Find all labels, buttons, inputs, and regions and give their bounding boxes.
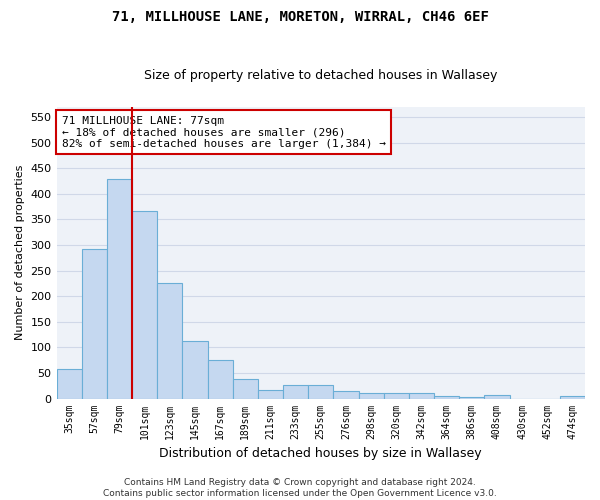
Text: 71 MILLHOUSE LANE: 77sqm
← 18% of detached houses are smaller (296)
82% of semi-: 71 MILLHOUSE LANE: 77sqm ← 18% of detach… <box>62 116 386 148</box>
Bar <box>208 360 233 399</box>
Bar <box>182 340 208 398</box>
Text: Contains HM Land Registry data © Crown copyright and database right 2024.
Contai: Contains HM Land Registry data © Crown c… <box>103 478 497 498</box>
Text: 71, MILLHOUSE LANE, MORETON, WIRRAL, CH46 6EF: 71, MILLHOUSE LANE, MORETON, WIRRAL, CH4… <box>112 10 488 24</box>
Bar <box>560 396 585 398</box>
Y-axis label: Number of detached properties: Number of detached properties <box>15 165 25 340</box>
Bar <box>434 396 459 398</box>
Bar <box>334 391 359 398</box>
Bar <box>308 384 334 398</box>
Bar <box>484 396 509 398</box>
Bar <box>383 394 409 398</box>
Title: Size of property relative to detached houses in Wallasey: Size of property relative to detached ho… <box>144 69 497 82</box>
Bar <box>359 394 383 398</box>
Bar <box>82 248 107 398</box>
X-axis label: Distribution of detached houses by size in Wallasey: Distribution of detached houses by size … <box>160 447 482 460</box>
Bar <box>258 390 283 398</box>
Bar <box>56 370 82 398</box>
Bar <box>132 210 157 398</box>
Bar <box>157 284 182 399</box>
Bar <box>107 180 132 398</box>
Bar <box>409 394 434 398</box>
Bar <box>459 397 484 398</box>
Bar <box>233 379 258 398</box>
Bar <box>283 384 308 398</box>
